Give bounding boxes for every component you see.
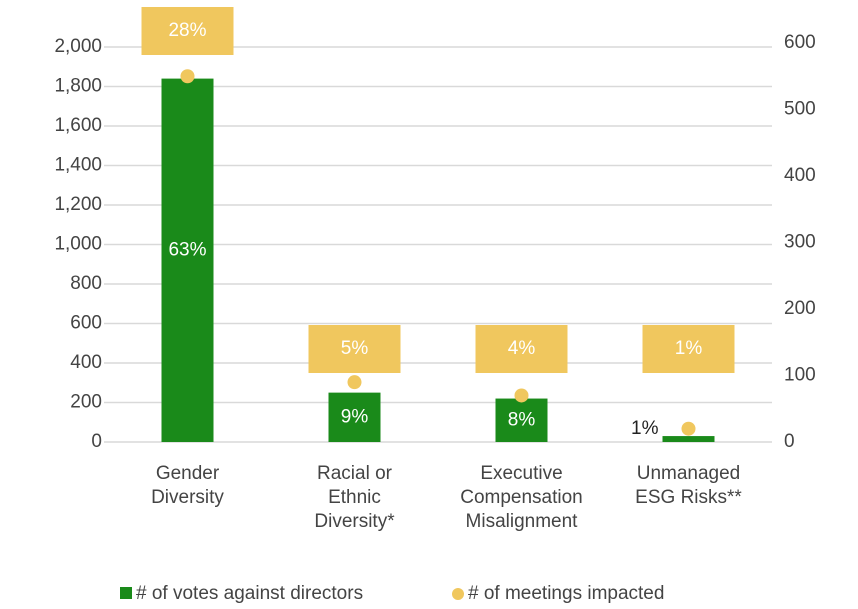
y2-tick-label: 600 <box>784 32 816 53</box>
dot <box>180 69 195 84</box>
bar <box>662 436 715 442</box>
y2-tick-label: 400 <box>784 165 816 186</box>
legend-label: # of meetings impacted <box>468 583 664 604</box>
y-tick-label: 1,800 <box>54 76 102 97</box>
bar-label: 8% <box>508 409 536 430</box>
dot <box>347 375 362 390</box>
bar-label: 63% <box>168 239 206 260</box>
annotation-box <box>141 7 234 55</box>
bar <box>328 392 381 442</box>
y-tick-label: 1,400 <box>54 155 102 176</box>
dot <box>681 421 696 436</box>
y-tick-label: 0 <box>91 431 102 452</box>
annotation-label: 1% <box>675 338 703 359</box>
x-tick-label: Gender Diversity <box>151 463 224 508</box>
legend-swatch <box>452 588 464 600</box>
x-tick-label: Racial or Ethnic Diversity* <box>314 463 395 532</box>
annotation-label: 5% <box>341 338 369 359</box>
dot <box>514 388 529 403</box>
bar-label: 9% <box>341 406 369 427</box>
y2-tick-label: 500 <box>784 99 816 120</box>
y-tick-label: 800 <box>70 273 102 294</box>
y-tick-label: 1,200 <box>54 194 102 215</box>
y-tick-label: 200 <box>70 392 102 413</box>
legend-swatch <box>120 587 132 599</box>
y2-tick-label: 100 <box>784 365 816 386</box>
y-tick-label: 600 <box>70 313 102 334</box>
y-tick-label: 400 <box>70 352 102 373</box>
x-tick-label: Executive Compensation Misalignment <box>460 463 583 532</box>
bar <box>495 398 548 442</box>
y2-tick-label: 0 <box>784 431 795 452</box>
bar-label: 1% <box>631 418 659 439</box>
annotation-box <box>642 325 735 373</box>
bar <box>161 78 214 442</box>
annotation-box <box>475 325 568 373</box>
legend-label: # of votes against directors <box>136 583 363 604</box>
y2-tick-label: 200 <box>784 298 816 319</box>
y-tick-label: 2,000 <box>54 36 102 57</box>
annotation-label: 28% <box>168 20 206 41</box>
y-tick-label: 1,000 <box>54 234 102 255</box>
y2-tick-label: 300 <box>784 232 816 253</box>
annotation-box <box>308 325 401 373</box>
y-tick-label: 1,600 <box>54 115 102 136</box>
annotation-label: 4% <box>508 338 536 359</box>
x-tick-label: Unmanaged ESG Risks** <box>635 463 742 508</box>
